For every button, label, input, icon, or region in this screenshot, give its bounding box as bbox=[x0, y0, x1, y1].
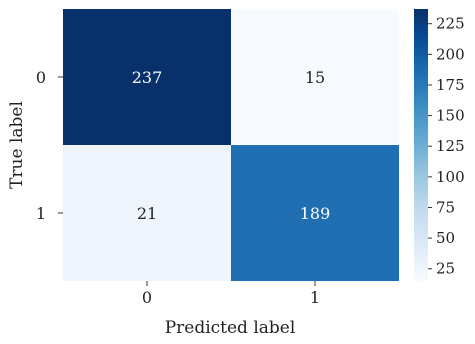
cell-value-1-0: 21 bbox=[137, 204, 157, 223]
heatmap-cell-1-0 bbox=[63, 145, 231, 281]
colorbar-tick-label: 100 bbox=[436, 168, 465, 186]
cell-value-1-1: 189 bbox=[300, 204, 331, 223]
y-axis-label: True label bbox=[7, 101, 27, 189]
colorbar bbox=[414, 9, 428, 281]
y-axis-ticks: 01 bbox=[36, 68, 63, 223]
x-tick-label: 1 bbox=[310, 288, 320, 307]
colorbar-ticks: 25 50 75 100 125 150 175 200 225 bbox=[428, 15, 465, 278]
heatmap-cell-0-0 bbox=[63, 9, 231, 145]
cell-value-0-1: 15 bbox=[305, 68, 325, 87]
heatmap-cells bbox=[63, 9, 399, 281]
colorbar-tick-label: 200 bbox=[436, 45, 465, 63]
y-tick-label: 0 bbox=[36, 68, 46, 87]
colorbar-tick-label: 150 bbox=[436, 107, 465, 125]
colorbar-tick-label: 225 bbox=[436, 15, 465, 33]
colorbar-tick-label: 125 bbox=[436, 137, 465, 155]
cell-value-0-0: 237 bbox=[132, 68, 163, 87]
colorbar-tick-label: 50 bbox=[436, 229, 455, 247]
x-axis-label: Predicted label bbox=[165, 318, 296, 338]
colorbar-tick-label: 25 bbox=[436, 260, 455, 278]
y-tick-label: 1 bbox=[36, 204, 46, 223]
heatmap-cell-0-1 bbox=[231, 9, 399, 145]
colorbar-tick-label: 75 bbox=[436, 198, 455, 216]
x-tick-label: 0 bbox=[142, 288, 152, 307]
colorbar-tick-label: 175 bbox=[436, 76, 465, 94]
heatmap-cell-1-1 bbox=[231, 145, 399, 281]
heatmap-cell-labels: 237 15 21 189 bbox=[132, 68, 331, 223]
